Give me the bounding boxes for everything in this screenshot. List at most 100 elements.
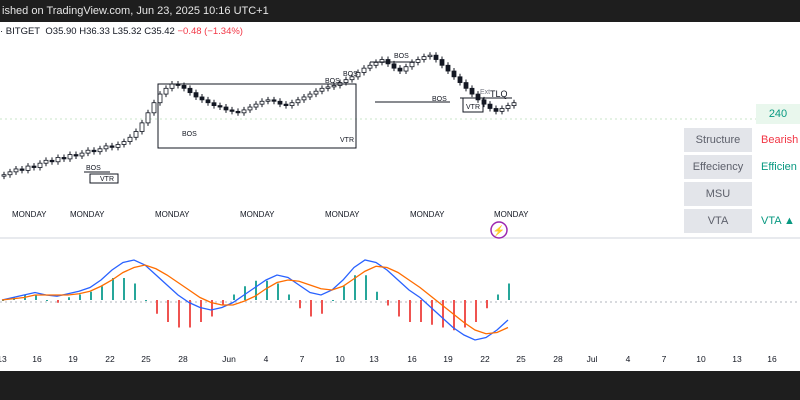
candle-body — [391, 63, 397, 69]
signal-line — [1, 264, 509, 335]
histogram-bar — [332, 300, 334, 301]
candle-body — [409, 62, 415, 68]
annotation-label: BOS — [432, 96, 447, 103]
candle-body — [445, 64, 451, 72]
x-tick-label: Jun — [222, 354, 236, 364]
histogram-bar — [35, 294, 37, 300]
candle-body — [121, 141, 127, 145]
x-tick-label: 4 — [626, 354, 631, 364]
row-label: Effeciency — [684, 155, 752, 179]
candle-body — [13, 168, 19, 173]
price-tag: 240 — [756, 104, 800, 124]
candle-body — [79, 152, 85, 157]
candle-body — [73, 154, 79, 157]
histogram-bar — [310, 300, 312, 317]
histogram-bar — [244, 286, 246, 300]
histogram-bar — [343, 286, 345, 300]
session-label: MONDAY — [410, 210, 445, 219]
candle-body — [115, 144, 121, 148]
table-row: Effeciency Efficien — [684, 155, 800, 179]
histogram-bar — [277, 283, 279, 300]
histogram-bar — [420, 300, 422, 322]
x-tick-label: 16 — [32, 354, 42, 364]
x-tick-label: 13 — [369, 354, 379, 364]
histogram-bar — [90, 291, 92, 300]
x-tick-label: 22 — [480, 354, 490, 364]
x-tick-label: 19 — [68, 354, 78, 364]
x-tick-label: 10 — [696, 354, 706, 364]
candle-body — [457, 76, 463, 83]
low-value: L35.32 — [112, 26, 142, 37]
candle-body — [427, 54, 433, 58]
candle-body — [307, 93, 313, 98]
histogram-bar — [101, 286, 103, 300]
row-value: Bearish — [761, 134, 799, 146]
session-label: MONDAY — [70, 210, 105, 219]
candle-body — [403, 66, 409, 72]
histogram-bar — [255, 280, 257, 300]
bottom-bar — [0, 371, 800, 400]
candle-body — [223, 106, 229, 111]
row-value: Efficien — [761, 161, 797, 173]
candle-body — [67, 154, 73, 160]
candle-body — [55, 157, 61, 163]
candle-body — [181, 85, 187, 89]
header-bar: ished on TradingView.com, Jun 23, 2025 1… — [0, 0, 800, 22]
x-tick-label: 19 — [443, 354, 453, 364]
candle-body — [247, 106, 253, 111]
candle-body — [19, 168, 25, 171]
candle-body — [397, 67, 403, 72]
high-value: H36.33 — [79, 26, 110, 37]
histogram-bar — [266, 280, 268, 300]
lightning-glyph: ⚡ — [493, 224, 505, 237]
table-row: Structure Bearish — [684, 128, 800, 152]
candle-body — [127, 136, 133, 142]
x-tick-label: 7 — [662, 354, 667, 364]
candle-body — [331, 85, 337, 88]
histogram-bar — [409, 300, 411, 322]
change-value: −0.48 (−1.34%) — [177, 26, 243, 37]
candle-body — [109, 145, 115, 148]
candle-body — [169, 83, 175, 89]
candle-body — [319, 87, 325, 92]
candle-body — [511, 102, 517, 107]
candle-body — [421, 56, 427, 60]
x-tick-label: 13 — [0, 354, 7, 364]
histogram-bar — [508, 283, 510, 300]
candle-body — [1, 174, 7, 177]
candle-body — [199, 96, 205, 101]
candle-body — [487, 103, 493, 109]
session-label: MONDAY — [494, 210, 529, 219]
x-tick-label: Jul — [587, 354, 598, 364]
histogram-bar — [233, 294, 235, 300]
candle-body — [301, 96, 307, 101]
histogram-bar — [431, 300, 433, 325]
candle-body — [235, 110, 241, 114]
row-label: Structure — [684, 128, 752, 152]
x-tick-label: 28 — [553, 354, 563, 364]
row-label: MSU — [684, 182, 752, 206]
histogram-bar — [365, 275, 367, 300]
annotation-label: BOS — [325, 78, 340, 85]
histogram-bar — [387, 300, 389, 306]
table-row: VTA VTA ▲ — [684, 209, 800, 233]
candle-body — [241, 109, 247, 114]
table-row: MSU — [684, 182, 800, 206]
candle-body — [211, 102, 217, 107]
header-text: ished on TradingView.com, Jun 23, 2025 1… — [2, 5, 269, 17]
histogram-bar — [156, 300, 158, 314]
session-label: MONDAY — [240, 210, 275, 219]
candle-body — [325, 86, 331, 89]
annotation-label: Ext — [480, 89, 490, 96]
histogram-bar — [134, 283, 136, 300]
candle-body — [229, 109, 235, 112]
symbol-label[interactable]: · BITGET — [0, 26, 41, 37]
candle-body — [265, 99, 271, 102]
candle-body — [145, 112, 151, 124]
candle-body — [493, 108, 499, 112]
x-tick-label: 22 — [105, 354, 115, 364]
candle-body — [61, 157, 67, 160]
histogram-bar — [189, 300, 191, 328]
candle-body — [439, 59, 445, 66]
